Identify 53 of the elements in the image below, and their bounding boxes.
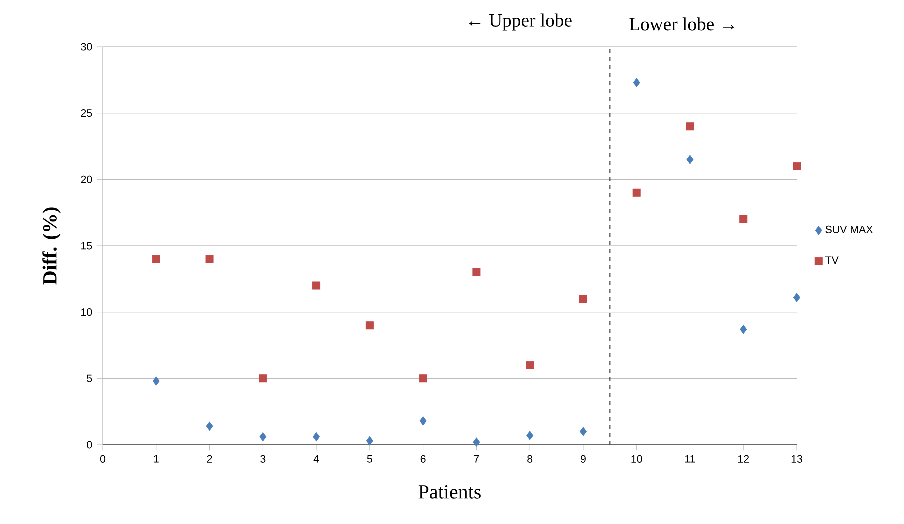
x-tick-label: 3 (260, 455, 266, 463)
point (526, 431, 534, 440)
point (740, 215, 748, 224)
y-tick-label: 20 (81, 176, 92, 184)
point (152, 376, 160, 386)
x-tick-label: 10 (632, 455, 642, 463)
point (419, 374, 428, 383)
x-tick-label: 1 (154, 455, 159, 463)
x-tick-label: 7 (474, 455, 480, 463)
point (366, 436, 374, 446)
y-axis-title: Diff. (%) (42, 208, 61, 285)
x-tick-label: 12 (738, 455, 750, 463)
text: ← Upper lobe (470, 14, 572, 31)
point (526, 361, 534, 370)
point (580, 427, 587, 436)
y-tick-label: 5 (87, 374, 92, 382)
x-tick-label: 2 (207, 455, 212, 463)
point (740, 325, 748, 334)
y-tick-label: 10 (82, 308, 92, 316)
x-tick-label: 13 (792, 455, 802, 463)
point (366, 322, 374, 330)
x-tick-label: 0 (100, 455, 106, 463)
legend-label: TV (826, 256, 839, 264)
y-tick-label: 30 (81, 43, 92, 51)
point (259, 374, 268, 383)
legend-label: SUV MAX (826, 226, 874, 234)
point (686, 122, 694, 131)
y-tick-label: 15 (82, 242, 92, 250)
x-tick-label: 9 (581, 455, 586, 463)
point (420, 416, 427, 426)
point (633, 78, 640, 88)
x-tick-label: 11 (686, 455, 696, 463)
point (312, 282, 321, 290)
point (794, 293, 800, 302)
text: Lower lobe → (630, 18, 734, 31)
x-tick-label: 5 (367, 455, 372, 463)
point (686, 155, 694, 164)
point (313, 432, 320, 442)
y-tick-label: 25 (81, 110, 92, 118)
point (152, 255, 160, 264)
point (206, 255, 214, 264)
x-tick-label: 6 (420, 455, 426, 463)
x-tick-label: 4 (314, 455, 320, 463)
point (260, 432, 267, 442)
point (206, 422, 214, 431)
x-axis-title: Patients (418, 485, 481, 499)
point (632, 188, 641, 197)
point (792, 162, 801, 170)
point (472, 268, 481, 277)
x-tick-label: 8 (528, 455, 533, 463)
point (473, 438, 480, 447)
point (579, 295, 588, 304)
y-tick-label: 0 (87, 441, 92, 449)
